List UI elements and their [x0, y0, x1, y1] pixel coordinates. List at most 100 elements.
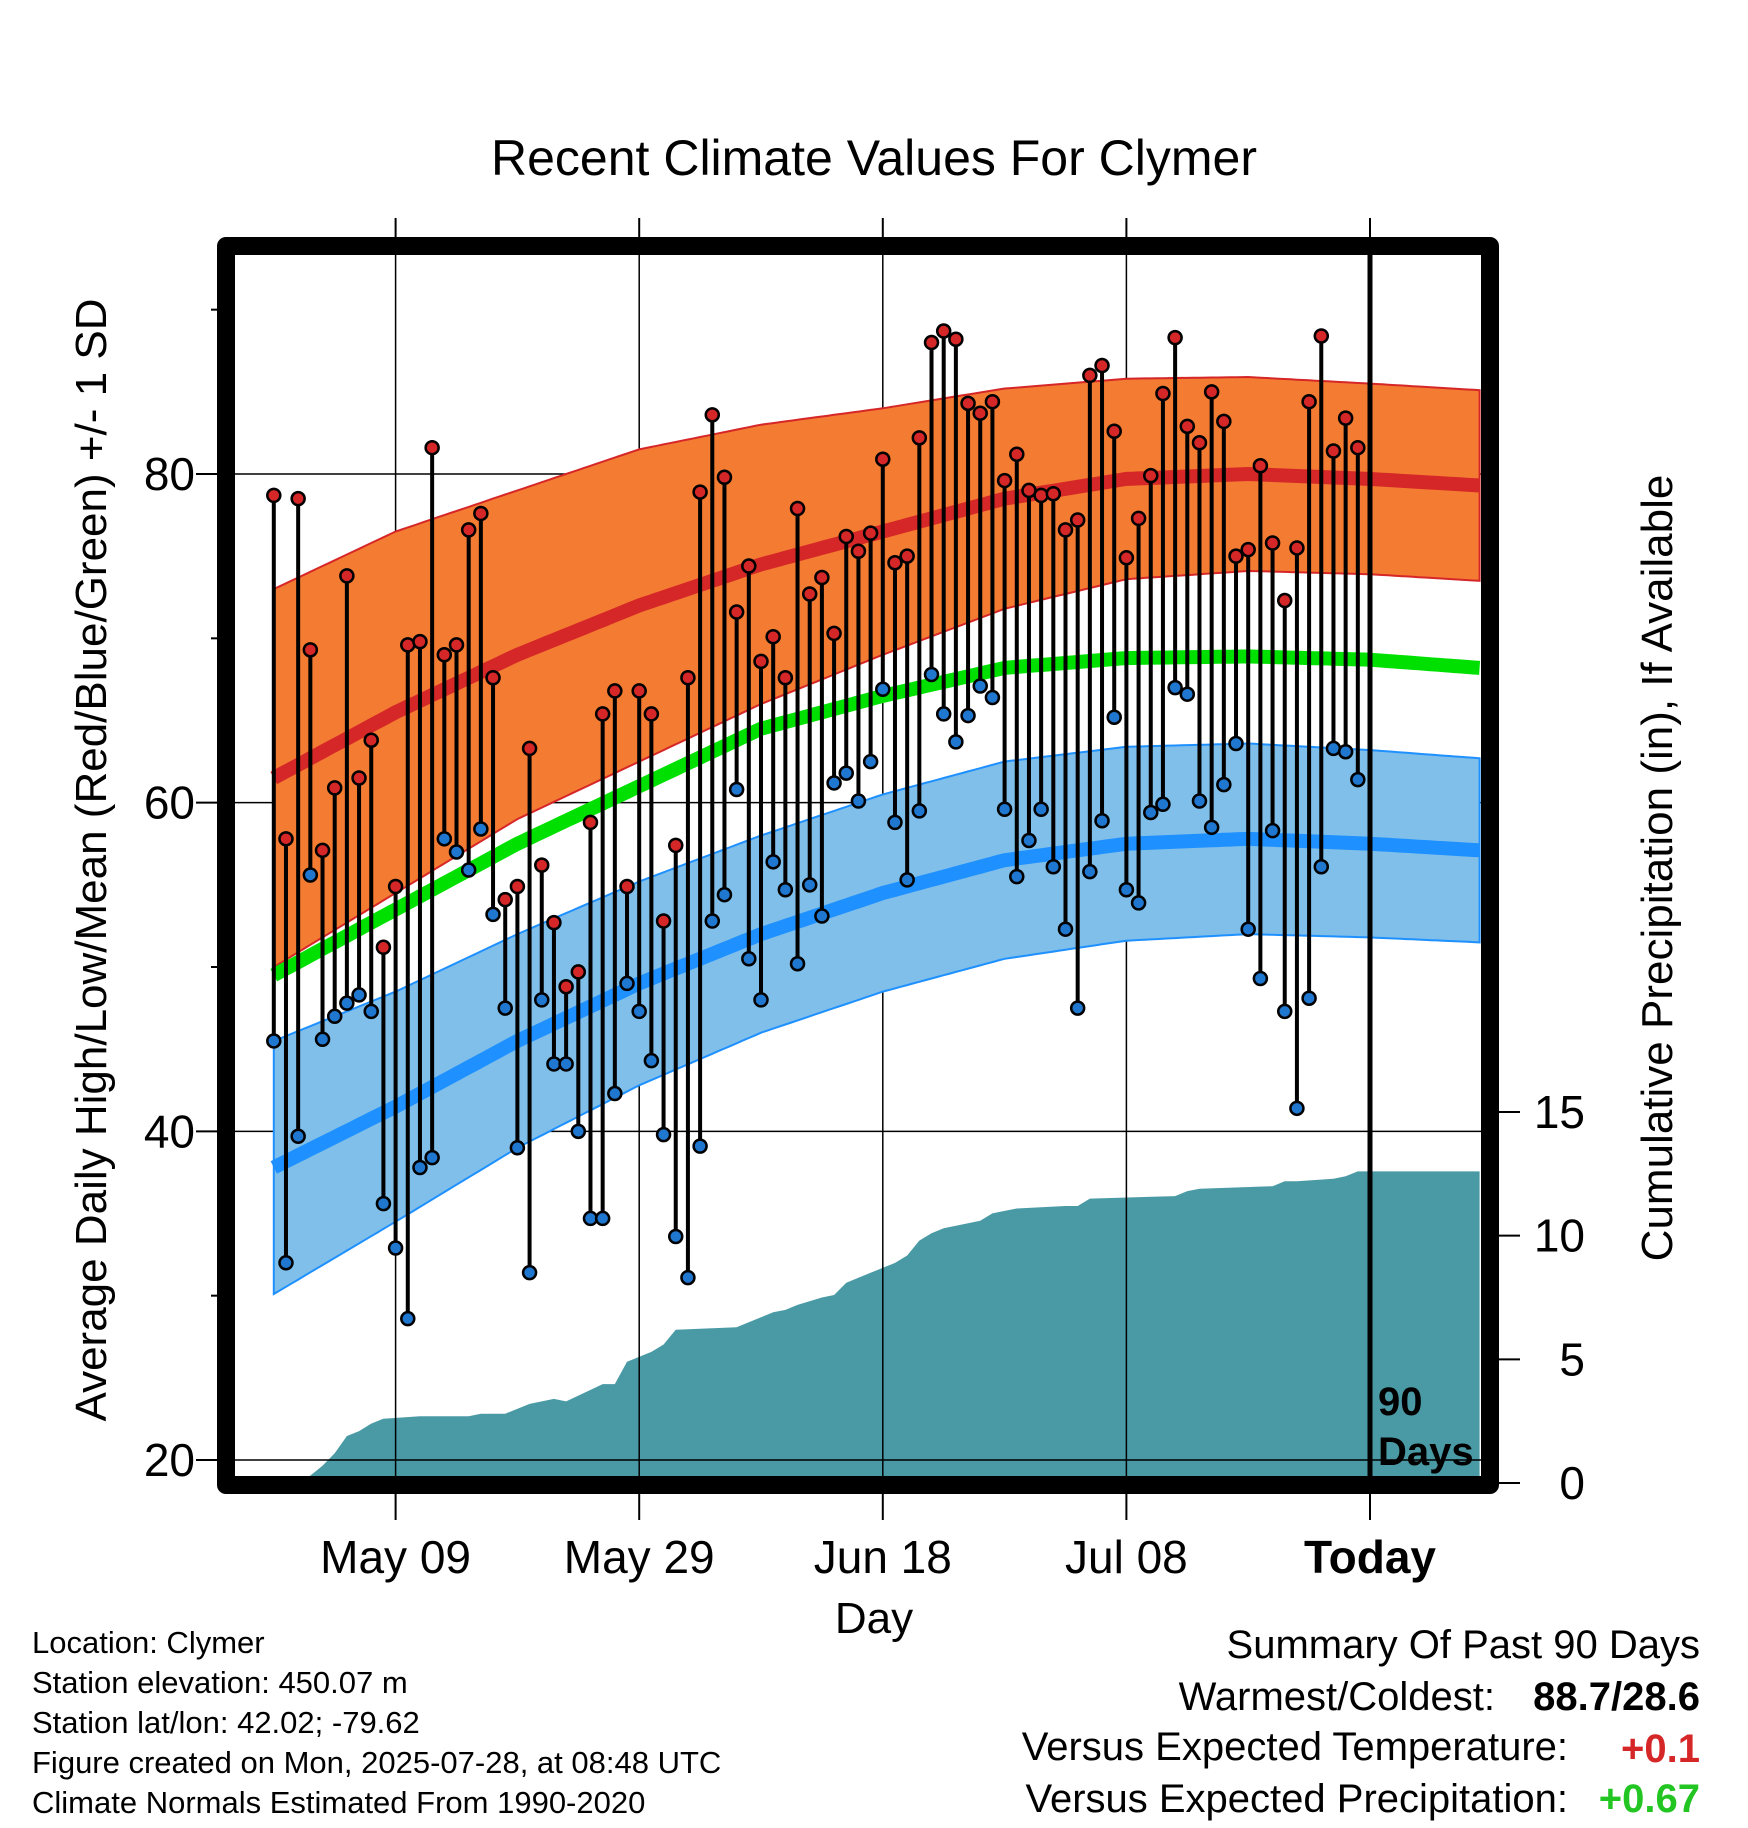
footer-created: Figure created on Mon, 2025-07-28, at 08…: [32, 1745, 721, 1780]
daily-low-point: [826, 775, 842, 791]
daily-high-point: [302, 642, 319, 658]
daily-high-point: [1264, 535, 1281, 551]
daily-low-point: [1143, 804, 1159, 821]
daily-high-point: [1337, 410, 1354, 426]
daily-high-point: [996, 472, 1013, 489]
daily-low-point: [351, 987, 367, 1003]
daily-high-point: [1057, 522, 1074, 538]
daily-high-point: [1216, 413, 1232, 430]
daily-high-point: [290, 490, 306, 507]
daily-high-point: [460, 522, 477, 538]
x-tick-label: Today: [1304, 1531, 1436, 1583]
daily-high-point: [509, 878, 526, 895]
daily-high-point: [899, 548, 915, 564]
daily-high-point: [1033, 487, 1049, 504]
x-tick-label: May 09: [320, 1531, 471, 1583]
daily-high-point: [1203, 384, 1220, 400]
daily-high-point: [1118, 550, 1135, 566]
daily-high-point: [1045, 485, 1062, 502]
footer-info: Location: Clymer Station elevation: 450.…: [32, 1625, 721, 1820]
low-normal-line: [270, 831, 1480, 1174]
daily-high-point: [1143, 467, 1159, 484]
daily-low-point: [1009, 868, 1025, 885]
daily-low-point: [1276, 1003, 1293, 1020]
daily-high-point: [448, 637, 465, 653]
daily-high-point: [631, 683, 647, 699]
daily-high-point: [582, 814, 599, 831]
daily-high-point: [704, 407, 721, 423]
footer-elevation: Station elevation: 450.07 m: [32, 1665, 408, 1700]
daily-high-point: [339, 568, 355, 584]
daily-low-point: [363, 1003, 379, 1020]
x-tick-label: May 29: [564, 1531, 715, 1583]
daily-low-point: [1337, 743, 1354, 760]
daily-low-point: [996, 801, 1013, 817]
daily-high-point: [1009, 446, 1025, 463]
daily-high-point: [875, 451, 891, 467]
daily-high-point: [607, 683, 623, 699]
daily-high-point: [424, 439, 440, 456]
daily-low-point: [1057, 921, 1074, 937]
x-tick-label: Jul 08: [1065, 1531, 1188, 1583]
daily-high-point: [558, 978, 574, 995]
daily-low-point: [935, 706, 952, 722]
daily-low-point: [1069, 1000, 1086, 1016]
y-tick-label: 20: [144, 1434, 195, 1486]
daily-high-point: [1252, 458, 1269, 474]
daily-low-point: [1045, 859, 1062, 875]
daily-high-point: [850, 543, 867, 559]
daily-low-point: [302, 867, 319, 883]
daily-low-point: [692, 1138, 708, 1154]
daily-low-point: [509, 1140, 526, 1156]
plot-area: 90 Days 20 40 60 80 0 5 10 15 May 09 May 29 Jun 18 Ju…: [144, 218, 1585, 1583]
daily-high-point: [777, 670, 794, 686]
daily-high-point: [1167, 329, 1183, 346]
daily-high-point: [1191, 435, 1208, 451]
daily-low-point: [400, 1310, 416, 1327]
y-tick-label: 80: [144, 448, 195, 500]
daily-low-point: [1021, 832, 1037, 849]
x-tick-label: Jun 18: [814, 1531, 952, 1583]
footer-latlon: Station lat/lon: 42.02; -79.62: [32, 1705, 420, 1740]
daily-low-point: [326, 1008, 343, 1025]
daily-high-point: [765, 628, 781, 645]
daily-high-point: [935, 323, 952, 339]
daily-low-point: [680, 1269, 696, 1286]
daily-low-point: [412, 1159, 428, 1176]
high-normal-band: [272, 375, 1481, 969]
daily-low-point: [972, 678, 988, 694]
daily-high-point: [789, 500, 806, 517]
daily-low-point: [728, 781, 745, 798]
daily-low-point: [570, 1123, 587, 1140]
daily-low-point: [387, 1240, 404, 1256]
daily-high-point: [692, 484, 708, 500]
daily-high-point: [485, 670, 501, 686]
daily-low-point: [1301, 990, 1317, 1006]
daily-low-point: [1118, 882, 1135, 898]
daily-low-point: [789, 955, 806, 972]
daily-low-point: [984, 689, 1001, 706]
daily-high-point: [753, 653, 769, 670]
daily-low-point: [911, 803, 928, 819]
daily-low-point: [436, 831, 453, 847]
daily-high-point: [972, 405, 988, 421]
daily-high-point: [351, 770, 367, 786]
daily-low-point: [424, 1149, 440, 1166]
daily-high-point: [521, 740, 538, 757]
daily-high-point: [387, 878, 404, 895]
daily-high-point: [911, 430, 928, 446]
daily-high-point: [1325, 443, 1342, 459]
footer-location: Location: Clymer: [32, 1625, 265, 1660]
daily-low-point: [923, 666, 940, 683]
today-label: Days: [1378, 1430, 1474, 1474]
daily-high-point: [728, 604, 745, 620]
daily-high-point: [436, 647, 453, 663]
summary-heading: Summary Of Past 90 Days: [1227, 1623, 1700, 1667]
daily-high-point: [1179, 418, 1196, 435]
daily-low-point: [1191, 793, 1208, 809]
daily-low-point: [290, 1128, 306, 1145]
daily-low-point: [473, 821, 489, 837]
y2-tick-label: 15: [1534, 1086, 1585, 1138]
daily-low-point: [765, 854, 781, 870]
daily-high-point: [1228, 548, 1244, 564]
